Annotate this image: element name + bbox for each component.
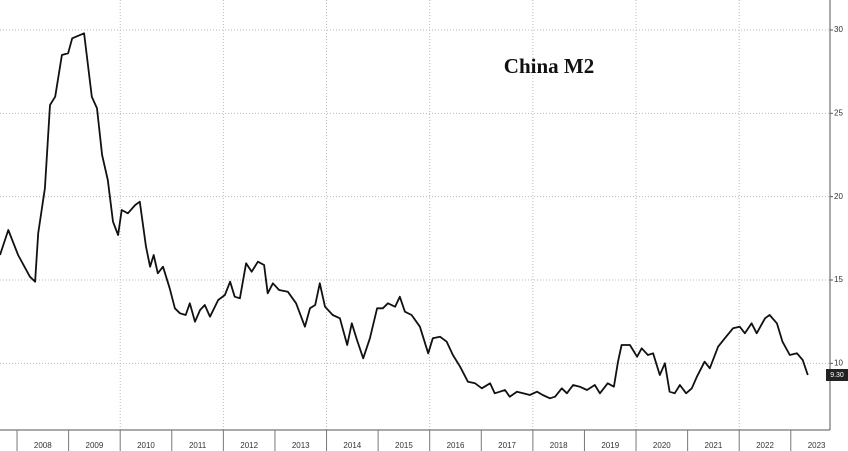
x-tick-label: 2010 (137, 441, 155, 450)
last-value-tag (826, 369, 848, 381)
x-tick-label: 2018 (550, 441, 568, 450)
x-tick-label: 2012 (240, 441, 258, 450)
x-tick-label: 2023 (808, 441, 826, 450)
x-tick-label: 2014 (343, 441, 361, 450)
y-tick-label: 15 (834, 275, 843, 284)
x-tick-label: 2011 (189, 441, 207, 450)
x-tick-label: 2020 (653, 441, 671, 450)
x-tick-label: 2013 (292, 441, 310, 450)
last-value-label: 9.30 (830, 372, 844, 379)
x-tick-label: 2022 (756, 441, 774, 450)
x-tick-label: 2016 (447, 441, 465, 450)
y-tick-label: 30 (834, 25, 843, 34)
y-tick-label: 20 (834, 192, 843, 201)
chart-title: China M2 (504, 54, 594, 78)
x-tick-label: 2008 (34, 441, 52, 450)
x-tick-label: 2009 (86, 441, 104, 450)
y-tick-label: 25 (834, 108, 843, 117)
x-tick-label: 2021 (705, 441, 723, 450)
x-tick-label: 2015 (395, 441, 413, 450)
y-tick-label: 10 (834, 358, 843, 367)
x-tick-label: 2019 (601, 441, 619, 450)
x-tick-label: 2017 (498, 441, 516, 450)
series-line (0, 32, 809, 400)
